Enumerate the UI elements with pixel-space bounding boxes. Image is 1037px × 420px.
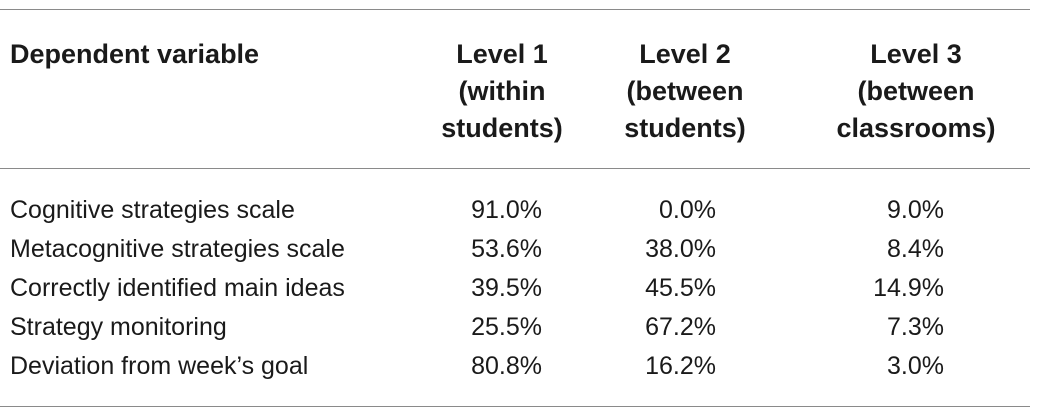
header-level-3-line: classrooms): [836, 113, 996, 143]
row-label: Correctly identified main ideas: [10, 274, 345, 302]
header-level-2-line: Level 2: [639, 39, 731, 69]
header-level-3-line: Level 3: [870, 39, 962, 69]
row-label: Strategy monitoring: [10, 313, 227, 341]
cell-level-1: 80.8%: [471, 352, 542, 380]
cell-level-1: 91.0%: [471, 196, 542, 224]
header-dependent-variable: Dependent variable: [10, 39, 260, 69]
header-level-1-line: students): [441, 113, 563, 143]
header-level-2-line: (between: [626, 76, 744, 106]
table-bottom-rule: [0, 406, 1030, 407]
table-row: Strategy monitoring 25.5% 67.2% 7.3%: [0, 308, 1037, 347]
table-row: Cognitive strategies scale 91.0% 0.0% 9.…: [0, 191, 1037, 230]
row-label: Cognitive strategies scale: [10, 196, 295, 224]
header-level-2-line: students): [624, 113, 746, 143]
header-level-3: Level 3 (between classrooms): [816, 36, 1016, 147]
cell-level-2: 67.2%: [645, 313, 716, 341]
table-row: Metacognitive strategies scale 53.6% 38.…: [0, 230, 1037, 269]
cell-level-2: 45.5%: [645, 274, 716, 302]
row-label: Deviation from week’s goal: [10, 352, 309, 380]
cell-level-3: 9.0%: [887, 196, 944, 224]
table-row: Correctly identified main ideas 39.5% 45…: [0, 269, 1037, 308]
header-level-1-line: Level 1: [456, 39, 548, 69]
row-label: Metacognitive strategies scale: [10, 235, 345, 263]
header-level-2: Level 2 (between students): [585, 36, 785, 147]
header-rule: [0, 168, 1030, 169]
cell-level-1: 25.5%: [471, 313, 542, 341]
header-level-1-line: (within: [458, 76, 546, 106]
cell-level-3: 7.3%: [887, 313, 944, 341]
cell-level-3: 8.4%: [887, 235, 944, 263]
cell-level-2: 16.2%: [645, 352, 716, 380]
cell-level-1: 53.6%: [471, 235, 542, 263]
header-level-3-line: (between: [857, 76, 975, 106]
table-top-rule: [0, 9, 1030, 10]
cell-level-2: 0.0%: [659, 196, 716, 224]
cell-level-3: 3.0%: [887, 352, 944, 380]
header-level-1: Level 1 (within students): [402, 36, 602, 147]
cell-level-2: 38.0%: [645, 235, 716, 263]
table-row: Deviation from week’s goal 80.8% 16.2% 3…: [0, 347, 1037, 386]
cell-level-1: 39.5%: [471, 274, 542, 302]
cell-level-3: 14.9%: [873, 274, 944, 302]
